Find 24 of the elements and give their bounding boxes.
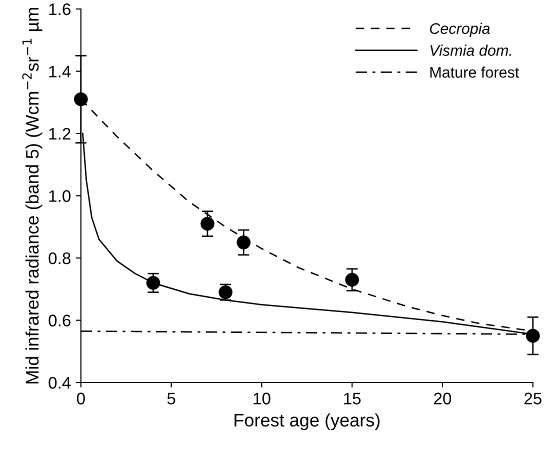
y-tick-label: 0.6	[48, 314, 70, 326]
point	[200, 216, 214, 231]
x-tick-label: 5	[167, 392, 176, 404]
point	[74, 92, 88, 106]
y-tick-label: 1.6	[49, 3, 70, 16]
x-tick-label: 25	[524, 392, 542, 404]
x-tick-label: 20	[434, 392, 452, 404]
point	[236, 236, 251, 250]
x-axis-title: Forest age (years)	[234, 413, 380, 430]
y-axis-title: Mid infrared radiance (band 5) (Wcm$^{−2}$sr$^{−1}$ µm	[22, 8, 42, 384]
legend-label: Cecropia	[430, 22, 490, 37]
x-tick-label: 15	[344, 392, 361, 404]
x-tick-label: 0	[76, 392, 85, 404]
y-tick-label: 1.2	[49, 128, 70, 140]
legend-label: Vismia dom.	[430, 44, 512, 56]
y-tick-label: 1.0	[49, 190, 71, 202]
x-tick-label: 10	[254, 392, 270, 404]
point	[345, 272, 360, 287]
point	[526, 328, 540, 343]
y-tick-label: 1.4	[49, 66, 71, 78]
point	[146, 276, 160, 290]
y-tick-label: 0.8	[48, 252, 70, 264]
legend-label: Mature forest	[430, 66, 520, 78]
y-tick-label: 0.4	[48, 376, 71, 389]
